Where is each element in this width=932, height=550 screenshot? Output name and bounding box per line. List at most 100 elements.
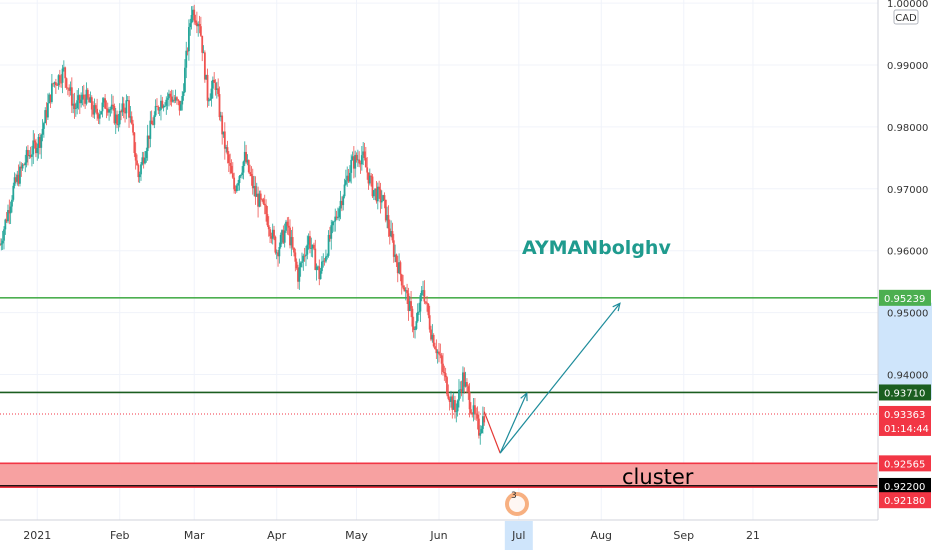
candle-body bbox=[209, 98, 212, 101]
candle-body bbox=[69, 87, 72, 91]
candle-body bbox=[333, 221, 335, 223]
candle-body bbox=[352, 156, 355, 169]
candle-body bbox=[229, 162, 232, 166]
candle-body bbox=[277, 252, 279, 257]
projection-red-drop[interactable] bbox=[483, 411, 501, 454]
candle-body bbox=[262, 199, 265, 204]
candle-body bbox=[355, 154, 358, 161]
candle-body bbox=[371, 176, 374, 197]
candle-body bbox=[31, 154, 33, 157]
price-axis-bg[interactable] bbox=[878, 0, 932, 520]
candle-body bbox=[161, 100, 164, 108]
candle-body bbox=[319, 271, 322, 280]
candle-body bbox=[89, 97, 92, 103]
candle-body bbox=[106, 108, 109, 113]
candle-body bbox=[247, 160, 250, 173]
candle-body bbox=[321, 261, 323, 272]
candle-body bbox=[293, 247, 295, 253]
candle-body bbox=[356, 159, 359, 161]
candle-body bbox=[132, 123, 134, 133]
candle-body bbox=[20, 166, 23, 169]
cluster-zone bbox=[0, 463, 878, 488]
candle-body bbox=[372, 190, 375, 197]
candle-body bbox=[346, 175, 349, 181]
price-tick-label: 0.95000 bbox=[887, 309, 928, 320]
price-tick-label: 0.97000 bbox=[887, 185, 928, 196]
candle-body bbox=[239, 175, 242, 177]
projection-teal-target[interactable] bbox=[499, 302, 621, 454]
candle-body bbox=[313, 244, 315, 249]
candle-body bbox=[326, 255, 329, 257]
candle-body bbox=[380, 200, 383, 203]
candle-body bbox=[478, 418, 480, 436]
candle-body bbox=[64, 67, 67, 79]
candle-body bbox=[190, 15, 193, 24]
candle-body bbox=[363, 151, 366, 158]
candle-body bbox=[408, 301, 411, 311]
candle-body bbox=[219, 115, 222, 118]
candle-body bbox=[227, 154, 230, 163]
currency-badge[interactable] bbox=[893, 9, 919, 25]
candle-body bbox=[17, 174, 20, 184]
candle-body bbox=[202, 52, 205, 54]
time-axis-bg[interactable] bbox=[0, 520, 932, 550]
candle-body bbox=[269, 229, 271, 237]
candle-body bbox=[336, 217, 339, 219]
time-tick-label: Jul bbox=[511, 529, 525, 542]
candle-body bbox=[28, 154, 31, 157]
price-axis-highlight bbox=[878, 302, 932, 400]
candle-body bbox=[62, 67, 65, 69]
candle-body bbox=[117, 124, 120, 126]
candle-body bbox=[124, 111, 126, 114]
candle-body bbox=[108, 109, 110, 113]
candle-body bbox=[348, 172, 351, 182]
candle-body bbox=[172, 99, 174, 102]
candle-body bbox=[331, 221, 334, 226]
projection-teal-bounce[interactable] bbox=[499, 392, 528, 454]
candle-body bbox=[427, 303, 430, 316]
candle-body bbox=[253, 185, 255, 189]
candle-body bbox=[325, 256, 327, 262]
candle-body bbox=[193, 9, 196, 21]
candle-body bbox=[245, 151, 248, 163]
candle-body bbox=[466, 382, 468, 387]
candle-body bbox=[134, 153, 137, 161]
time-tick-label: Feb bbox=[110, 529, 129, 542]
candle-body bbox=[126, 100, 129, 102]
candle-body bbox=[282, 230, 285, 243]
candle-body bbox=[299, 262, 302, 268]
candle-body bbox=[322, 260, 325, 262]
candle-body bbox=[475, 413, 478, 415]
candle-body bbox=[157, 106, 160, 111]
candle-body bbox=[344, 180, 347, 185]
candle-body bbox=[388, 228, 391, 237]
candle-body bbox=[263, 203, 266, 206]
time-tick-label: Jun bbox=[429, 529, 447, 542]
candle-body bbox=[310, 248, 313, 249]
candle-body bbox=[290, 237, 293, 246]
candle-body bbox=[84, 98, 87, 104]
candle-body bbox=[318, 266, 321, 280]
candle-body bbox=[329, 234, 331, 239]
candle-body bbox=[430, 329, 432, 340]
candle-body bbox=[458, 389, 460, 401]
candle-body bbox=[334, 216, 337, 222]
candle-body bbox=[402, 285, 404, 288]
candle-body bbox=[213, 79, 216, 83]
candle-body bbox=[416, 312, 419, 322]
candle-body bbox=[154, 105, 157, 116]
candle-body bbox=[406, 290, 408, 294]
candle-body bbox=[394, 254, 396, 257]
candle-body bbox=[255, 193, 258, 197]
event-marker[interactable]: 3 bbox=[505, 491, 529, 516]
candle-body bbox=[400, 274, 403, 286]
candle-body bbox=[11, 199, 13, 207]
candle-body bbox=[0, 244, 1, 246]
candle-body bbox=[410, 301, 412, 309]
candle-body bbox=[49, 94, 52, 102]
candle-body bbox=[343, 184, 346, 197]
candle-body bbox=[141, 157, 144, 165]
candle-body bbox=[420, 290, 423, 296]
candle-body bbox=[181, 96, 184, 105]
